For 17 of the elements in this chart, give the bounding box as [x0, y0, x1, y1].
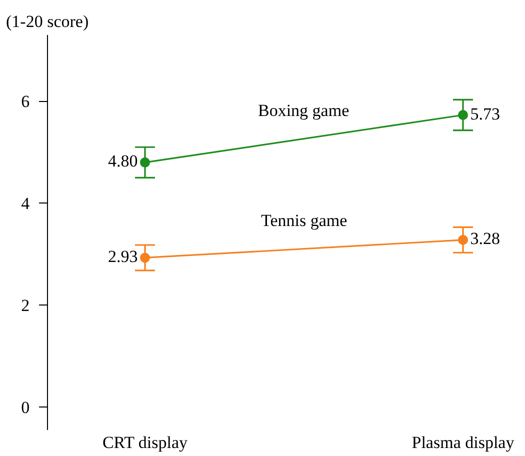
point	[458, 234, 468, 245]
data-label: 5.73	[470, 104, 500, 124]
y-tick-label: 4	[21, 194, 30, 214]
point	[458, 110, 468, 120]
x-tick-label: CRT display	[102, 433, 188, 452]
data-label: 4.80	[108, 152, 138, 171]
y-axis-title: (1-20 score)	[6, 12, 89, 31]
data-label: 3.28	[470, 229, 500, 248]
x-tick-label: Plasma display	[412, 433, 515, 452]
y-tick-label: 6	[21, 92, 30, 112]
data-label: 2.93	[108, 246, 138, 266]
point	[140, 252, 150, 263]
y-tick-label: 0	[21, 398, 30, 418]
series-label: Tennis game	[261, 211, 348, 230]
series-label: Boxing game	[258, 101, 350, 120]
y-tick-label: 2	[21, 296, 30, 316]
point	[140, 157, 150, 168]
